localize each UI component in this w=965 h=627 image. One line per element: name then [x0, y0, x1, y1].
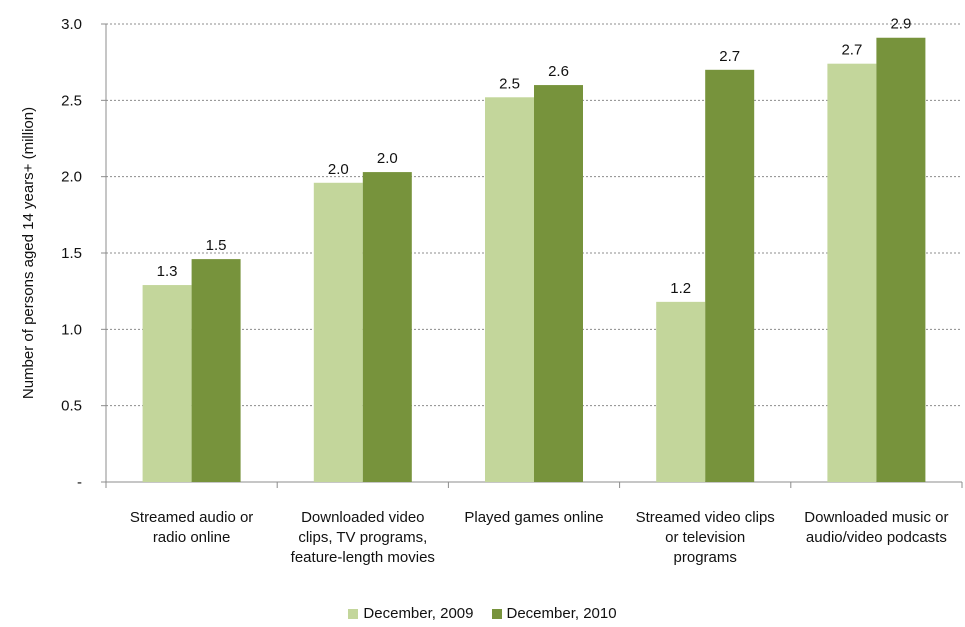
x-category-label: Downloaded video [301, 509, 424, 526]
x-category-label: audio/video podcasts [806, 529, 947, 546]
y-tick-label: 3.0 [61, 16, 82, 33]
y-tick-label: 0.5 [61, 398, 82, 415]
y-tick-label: 2.0 [61, 169, 82, 186]
legend-swatch-2009 [348, 608, 359, 619]
bar [534, 85, 583, 483]
bar [362, 172, 412, 482]
x-category-label: Streamed video clips [636, 509, 775, 526]
x-category-label: Streamed audio or [130, 509, 253, 526]
legend-label-2010: December, 2010 [506, 605, 617, 622]
bar [705, 69, 755, 483]
bar [827, 63, 877, 483]
legend-item-2009: December, 2009 [348, 605, 474, 622]
data-label: 2.7 [841, 42, 862, 59]
y-tick-label: 1.0 [61, 321, 82, 338]
legend-swatch-2010 [491, 608, 502, 619]
y-tick-label: 2.5 [61, 92, 82, 109]
data-label: 2.5 [499, 75, 520, 92]
x-category-label: radio online [153, 529, 231, 546]
bar [656, 301, 706, 482]
x-category-label: Played games online [464, 509, 603, 526]
x-category-label: programs [674, 549, 737, 566]
x-category-label: Downloaded music or [804, 509, 948, 526]
bar [191, 259, 241, 482]
data-label: 1.3 [157, 263, 178, 280]
data-label: 2.9 [890, 16, 911, 33]
x-category-label: or television [665, 529, 745, 546]
legend-item-2010: December, 2010 [491, 605, 617, 622]
legend: December, 2009 December, 2010 [0, 605, 965, 622]
data-label: 1.5 [206, 237, 227, 254]
legend-label-2009: December, 2009 [363, 605, 474, 622]
data-label: 2.0 [377, 150, 398, 167]
data-label: 2.7 [719, 48, 740, 65]
bar [313, 182, 363, 483]
bar [142, 285, 192, 482]
data-label: 2.0 [328, 161, 349, 178]
data-label: 1.2 [670, 280, 691, 297]
y-axis-title: Number of persons aged 14 years+ (millio… [20, 107, 37, 399]
x-category-label: feature-length movies [291, 549, 435, 566]
bar [876, 37, 926, 483]
data-label: 2.6 [548, 63, 569, 80]
bar [485, 97, 534, 482]
bar-chart: - 0.5 1.0 1.5 2.0 2.5 3.0 Number of persons age… [20, 16, 963, 566]
y-tick-label: - [77, 474, 82, 491]
x-category-label: clips, TV programs, [298, 529, 427, 546]
y-tick-label: 1.5 [61, 245, 82, 262]
